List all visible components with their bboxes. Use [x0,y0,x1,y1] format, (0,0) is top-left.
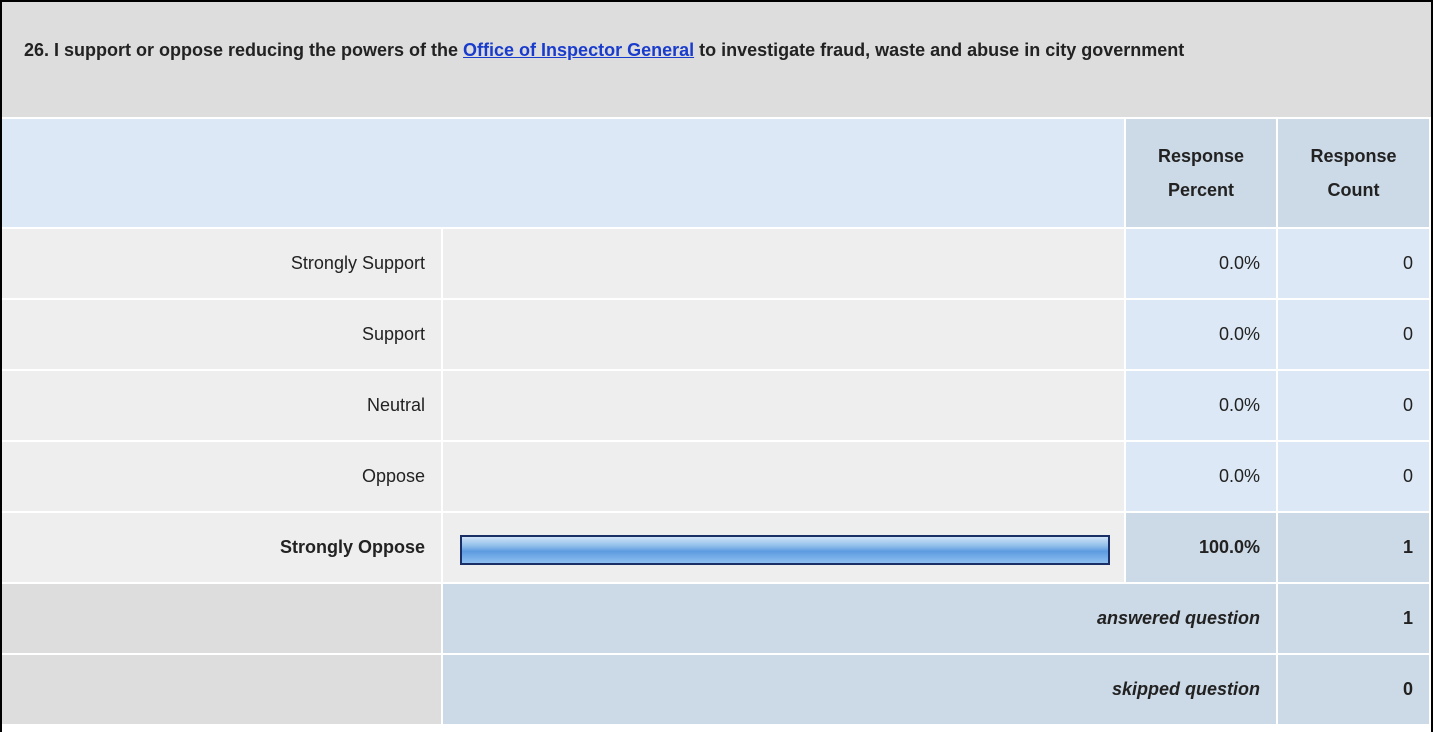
bar-cell [443,513,1124,582]
bar-cell [443,229,1124,298]
bar-cell [443,371,1124,440]
response-count: 0 [1278,300,1429,369]
column-header: Response Count [1278,119,1429,227]
title-text: 26. I support or oppose reducing the pow… [24,40,464,60]
bar-cell [443,442,1124,511]
response-count: 0 [1278,371,1429,440]
bar-cell [443,300,1124,369]
response-percent: 100.0% [1126,513,1276,582]
question-title: 26. I support or oppose reducing the pow… [2,2,1431,117]
response-percent: 0.0% [1126,442,1276,511]
response-count: 0 [1278,229,1429,298]
row-label: Strongly Support [2,229,441,298]
footer-blank [2,584,441,653]
header-blank [2,119,1124,227]
response-percent: 0.0% [1126,371,1276,440]
skipped-count: 0 [1278,655,1429,724]
answered-label: answered question [443,584,1276,653]
response-count: 1 [1278,513,1429,582]
response-count: 0 [1278,442,1429,511]
row-label: Neutral [2,371,441,440]
response-percent: 0.0% [1126,300,1276,369]
response-percent: 0.0% [1126,229,1276,298]
skipped-label: skipped question [443,655,1276,724]
row-label: Support [2,300,441,369]
column-header: Response Percent [1126,119,1276,227]
answered-count: 1 [1278,584,1429,653]
footer-blank [2,655,441,724]
row-label: Oppose [2,442,441,511]
row-label: Strongly Oppose [2,513,441,582]
title-text: to investigate fraud, waste and abuse in… [694,40,1185,60]
bar [460,535,1110,565]
title-link[interactable]: Office of Inspector General [463,40,695,60]
